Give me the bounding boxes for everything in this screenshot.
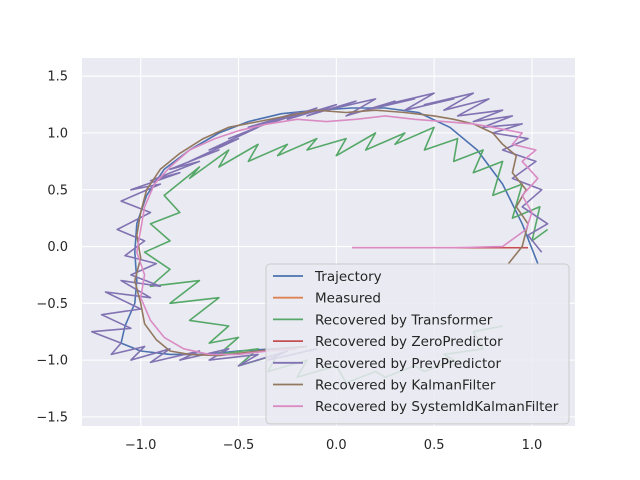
- x-tick-label: −0.5: [223, 438, 255, 453]
- y-axis-ticks: −1.5 −1.0 −0.5 0.0 0.5 1.0 1.5: [36, 70, 68, 426]
- x-tick-label: 0.5: [424, 438, 445, 453]
- series-layer: [91, 92, 549, 384]
- series-line-recovered-by-prevpredictor: [91, 92, 549, 367]
- y-tick-label: −1.0: [36, 354, 68, 369]
- x-tick-label: 0.0: [326, 438, 347, 453]
- y-tick-label: −1.5: [36, 410, 68, 425]
- y-tick-label: −0.5: [36, 297, 68, 312]
- x-tick-label: 1.0: [522, 438, 543, 453]
- y-tick-label: 1.0: [47, 126, 68, 141]
- legend-box: [265, 263, 570, 425]
- y-tick-label: 1.5: [47, 70, 68, 85]
- legend-label-measured: Measured: [315, 291, 381, 307]
- x-axis-ticks: −1.0 −0.5 0.0 0.5 1.0: [125, 438, 542, 453]
- x-tick-label: −1.0: [125, 438, 157, 453]
- legend-label-recovered-by-transformer: Recovered by Transformer: [315, 312, 493, 328]
- legend-label-recovered-by-systemidkalmanfilter: Recovered by SystemIdKalmanFilter: [315, 399, 559, 415]
- series-line-trajectory: [120, 107, 539, 356]
- legend-label-trajectory: Trajectory: [314, 269, 382, 285]
- series-line-recovered-by-kalmanfilter: [134, 109, 529, 357]
- y-tick-label: 0.0: [47, 240, 68, 255]
- legend-label-recovered-by-prevpredictor: Recovered by PrevPredictor: [315, 356, 502, 372]
- legend: Trajectory Measured Recovered by Transform…: [265, 263, 570, 425]
- series-line-recovered-by-systemidkalmanfilter: [136, 115, 539, 356]
- legend-label-recovered-by-kalmanfilter: Recovered by KalmanFilter: [315, 378, 496, 394]
- y-tick-label: 0.5: [47, 183, 68, 198]
- legend-label-recovered-by-zeropredictor: Recovered by ZeroPredictor: [315, 334, 503, 350]
